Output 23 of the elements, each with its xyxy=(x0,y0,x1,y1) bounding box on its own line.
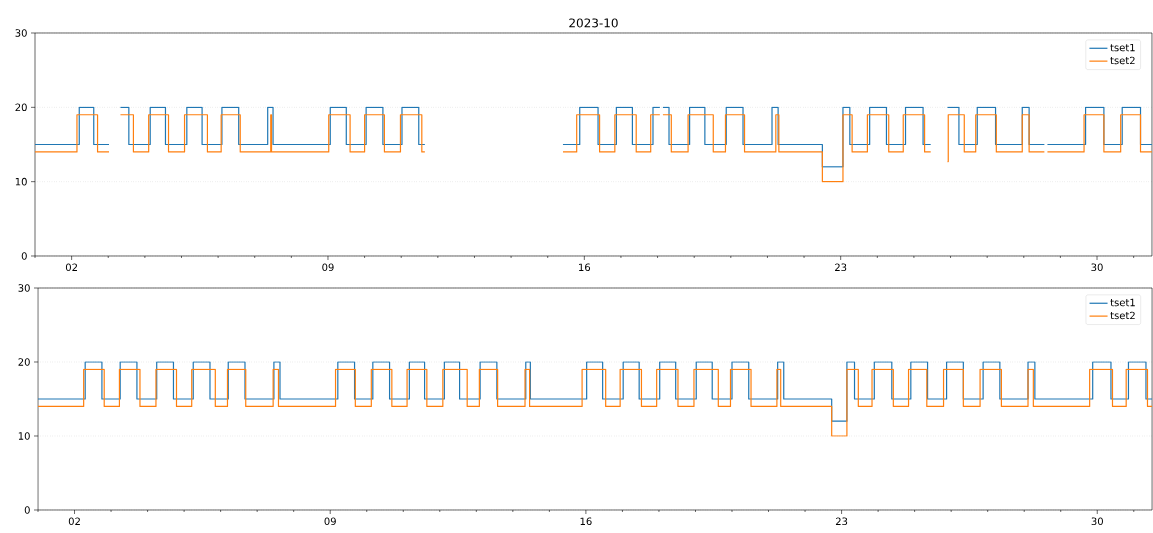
x-tick-label: 09 xyxy=(322,263,334,272)
x-tick-label: 23 xyxy=(835,263,847,272)
chart-title: 2023-10 xyxy=(569,18,618,28)
legend-label: tset1 xyxy=(1110,43,1135,52)
legend-label: tset2 xyxy=(1110,311,1135,320)
x-tick-label: 02 xyxy=(68,517,80,526)
x-tick-label: 16 xyxy=(580,517,592,526)
y-tick-label: 10 xyxy=(15,177,27,186)
y-tick-label: 0 xyxy=(24,506,30,514)
y-tick-label: 10 xyxy=(18,432,30,440)
y-tick-label: 30 xyxy=(15,29,27,37)
x-tick-label: 09 xyxy=(324,517,336,526)
legend-label: tset1 xyxy=(1110,298,1135,307)
x-tick-label: 16 xyxy=(579,263,591,272)
y-tick-label: 0 xyxy=(21,252,27,260)
x-tick-label: 30 xyxy=(1091,517,1103,526)
y-tick-label: 20 xyxy=(18,358,30,366)
y-tick-label: 20 xyxy=(15,103,27,112)
y-tick-label: 30 xyxy=(18,284,30,292)
x-tick-label: 30 xyxy=(1091,263,1103,272)
x-tick-label: 02 xyxy=(65,263,77,272)
legend-label: tset2 xyxy=(1110,56,1135,65)
x-tick-label: 23 xyxy=(835,517,848,526)
